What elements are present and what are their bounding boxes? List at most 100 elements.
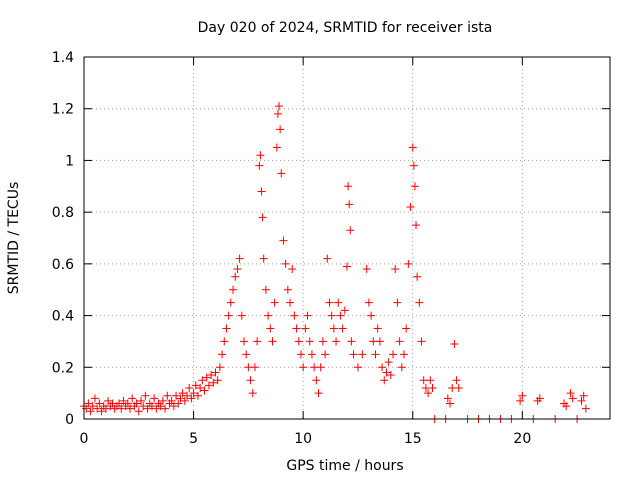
- axis-ticks: 0 0.2 0.4 0.6 0.8 1 1.2 1.4 0 5 10 15 20: [52, 50, 610, 447]
- data-point: [115, 399, 124, 408]
- data-point: [318, 337, 327, 346]
- data-point: [143, 404, 152, 413]
- data-point: [90, 394, 99, 403]
- data-point: [279, 236, 288, 245]
- data-point: [158, 396, 167, 405]
- data-point: [413, 272, 422, 281]
- data-point: [104, 396, 113, 405]
- data-point: [258, 213, 267, 222]
- data-point: [117, 404, 126, 413]
- data-point: [380, 376, 389, 385]
- data-point: [443, 394, 452, 403]
- data-point: [132, 399, 141, 408]
- x-tick-label: 20: [513, 431, 531, 447]
- data-point: [314, 389, 323, 398]
- data-point: [246, 376, 255, 385]
- data-point: [288, 265, 297, 274]
- data-point: [174, 399, 183, 408]
- data-point: [518, 391, 527, 400]
- data-point: [123, 399, 132, 408]
- data-point: [266, 324, 275, 333]
- data-point: [408, 143, 417, 152]
- data-point: [406, 202, 415, 211]
- data-point: [126, 404, 135, 413]
- data-point: [281, 259, 290, 268]
- data-point: [378, 363, 387, 372]
- data-point: [95, 399, 104, 408]
- data-point: [316, 363, 325, 372]
- data-point: [248, 389, 257, 398]
- data-point: [367, 311, 376, 320]
- data-point: [239, 337, 248, 346]
- grid-lines: [84, 57, 610, 419]
- data-point: [264, 311, 273, 320]
- y-axis-label: SRMTID / TECUs: [6, 182, 22, 295]
- data-point: [349, 350, 358, 359]
- data-point: [261, 285, 270, 294]
- data-point: [272, 143, 281, 152]
- y-tick-label: 0.2: [52, 360, 74, 376]
- data-point: [229, 285, 238, 294]
- data-point: [345, 200, 354, 209]
- data-point: [256, 151, 265, 160]
- data-point: [172, 391, 181, 400]
- data-point: [119, 396, 128, 405]
- data-point: [86, 407, 95, 416]
- data-point: [299, 363, 308, 372]
- x-tick-label: 0: [80, 431, 89, 447]
- data-point: [93, 404, 102, 413]
- data-point: [220, 337, 229, 346]
- data-point: [334, 298, 343, 307]
- data-point: [579, 391, 588, 400]
- data-point: [211, 368, 220, 377]
- data-point: [412, 221, 421, 230]
- data-point: [391, 265, 400, 274]
- data-point: [566, 389, 575, 398]
- data-point: [409, 161, 418, 170]
- data-point: [242, 350, 251, 359]
- data-point: [209, 378, 218, 387]
- data-point: [395, 337, 404, 346]
- data-point: [347, 337, 356, 346]
- data-point: [305, 337, 314, 346]
- data-point: [183, 391, 192, 400]
- data-point: [389, 350, 398, 359]
- data-point: [226, 298, 235, 307]
- data-point: [307, 350, 316, 359]
- data-point: [577, 396, 586, 405]
- data-point: [325, 298, 334, 307]
- data-point: [275, 102, 284, 111]
- data-point: [250, 363, 259, 372]
- data-point: [424, 389, 433, 398]
- data-point: [222, 324, 231, 333]
- data-point: [323, 254, 332, 263]
- data-point: [343, 262, 351, 271]
- data-point: [332, 337, 341, 346]
- data-point: [327, 311, 336, 320]
- data-point: [364, 298, 373, 307]
- data-point: [255, 161, 264, 170]
- data-point: [136, 396, 145, 405]
- data-point: [277, 169, 286, 178]
- data-point: [344, 182, 353, 191]
- data-point: [292, 324, 301, 333]
- data-point: [283, 285, 292, 294]
- data-point: [202, 373, 211, 382]
- data-point: [270, 298, 279, 307]
- data-point: [296, 350, 305, 359]
- data-point: [404, 259, 413, 268]
- x-tick-label: 15: [404, 431, 422, 447]
- data-point: [581, 404, 590, 413]
- y-tick-label: 1: [65, 153, 74, 169]
- data-point: [375, 337, 384, 346]
- data-point: [141, 391, 150, 400]
- data-point: [134, 407, 143, 416]
- y-tick-label: 1.2: [52, 102, 74, 118]
- data-point: [516, 396, 525, 405]
- data-point: [189, 389, 198, 398]
- data-point: [562, 402, 571, 411]
- data-point: [257, 187, 266, 196]
- data-point: [426, 376, 435, 385]
